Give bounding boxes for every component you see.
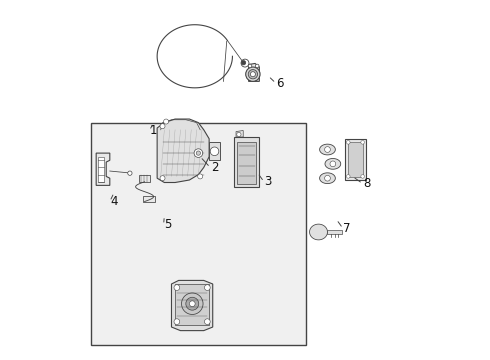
Polygon shape [325,158,341,169]
Polygon shape [143,196,155,202]
Circle shape [210,147,219,156]
Circle shape [250,72,255,77]
Circle shape [160,176,165,181]
Circle shape [128,171,132,175]
Polygon shape [236,131,243,137]
Circle shape [324,147,330,152]
Circle shape [160,124,165,129]
Circle shape [204,285,210,291]
Polygon shape [347,141,364,177]
Circle shape [242,60,245,65]
Circle shape [181,293,203,315]
FancyBboxPatch shape [91,123,306,345]
Circle shape [330,161,336,167]
Circle shape [197,174,203,179]
Polygon shape [209,142,220,160]
Polygon shape [139,175,150,182]
Circle shape [346,140,350,144]
Circle shape [194,149,203,157]
Text: 2: 2 [211,161,218,174]
Text: 1: 1 [150,124,157,137]
Circle shape [346,175,350,178]
Polygon shape [96,153,110,185]
Polygon shape [248,63,259,81]
Circle shape [361,175,365,178]
Text: 4: 4 [110,195,118,208]
Text: 3: 3 [265,175,272,188]
Polygon shape [319,144,335,155]
Polygon shape [98,157,104,182]
Polygon shape [344,139,366,180]
Circle shape [255,64,259,68]
Polygon shape [327,230,342,234]
Circle shape [174,285,180,291]
Circle shape [248,69,258,79]
Circle shape [164,119,169,124]
Circle shape [186,297,199,310]
Polygon shape [172,280,213,330]
Circle shape [361,140,365,144]
Text: 6: 6 [276,77,284,90]
Text: 5: 5 [164,218,171,231]
Polygon shape [310,224,327,240]
Circle shape [196,151,200,155]
Text: 7: 7 [343,222,351,235]
Circle shape [190,301,195,307]
Circle shape [174,319,180,324]
Polygon shape [237,142,256,184]
Circle shape [248,64,252,68]
Circle shape [245,67,260,81]
Text: 8: 8 [363,177,370,190]
Polygon shape [157,119,209,183]
Circle shape [204,319,210,324]
Circle shape [324,175,330,181]
Polygon shape [234,137,259,187]
Polygon shape [319,173,335,184]
Polygon shape [175,284,209,325]
Circle shape [237,132,241,136]
